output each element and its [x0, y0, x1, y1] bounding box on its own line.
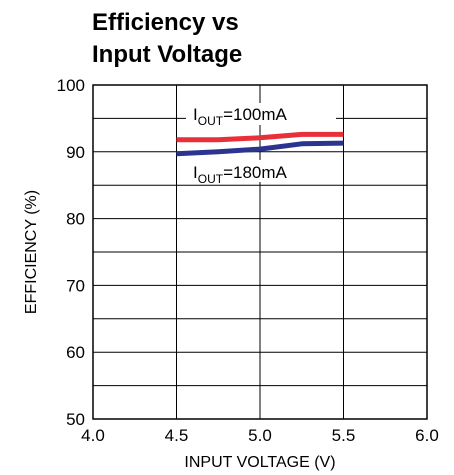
y-tick-label: 70 — [66, 276, 85, 295]
chart-title-line2: Input Voltage — [92, 41, 242, 68]
y-tick-label: 100 — [57, 76, 85, 95]
x-tick-label: 6.0 — [415, 426, 439, 445]
plot-frame — [92, 84, 428, 420]
y-tick-label: 50 — [66, 410, 85, 429]
y-axis-label: EFFICIENCY (%) — [23, 190, 40, 314]
annotation-background — [186, 160, 336, 182]
series-line-iout-180ma — [176, 140, 344, 157]
tick-labels: 4.0 4.5 5.0 5.5 6.0 50 60 70 80 90 100 — [57, 76, 439, 445]
series-line-iout-100ma — [176, 131, 344, 143]
x-tick-label: 5.5 — [332, 426, 356, 445]
series-annotation: IOUT=180mA — [193, 163, 288, 186]
x-tick-label: 5.0 — [248, 426, 272, 445]
annotation-background — [186, 103, 336, 125]
y-tick-label: 60 — [66, 343, 85, 362]
annotations: IOUT=100mA IOUT=180mA — [186, 103, 336, 186]
series-lines — [176, 131, 344, 157]
x-tick-label: 4.0 — [81, 426, 105, 445]
grid — [93, 85, 427, 419]
x-tick-label: 4.5 — [165, 426, 189, 445]
y-tick-label: 80 — [66, 210, 85, 229]
x-axis-label: INPUT VOLTAGE (V) — [184, 454, 335, 471]
chart-title-line1: Efficiency vs — [92, 9, 239, 36]
y-tick-label: 90 — [66, 143, 85, 162]
series-annotation: IOUT=100mA — [193, 105, 288, 128]
